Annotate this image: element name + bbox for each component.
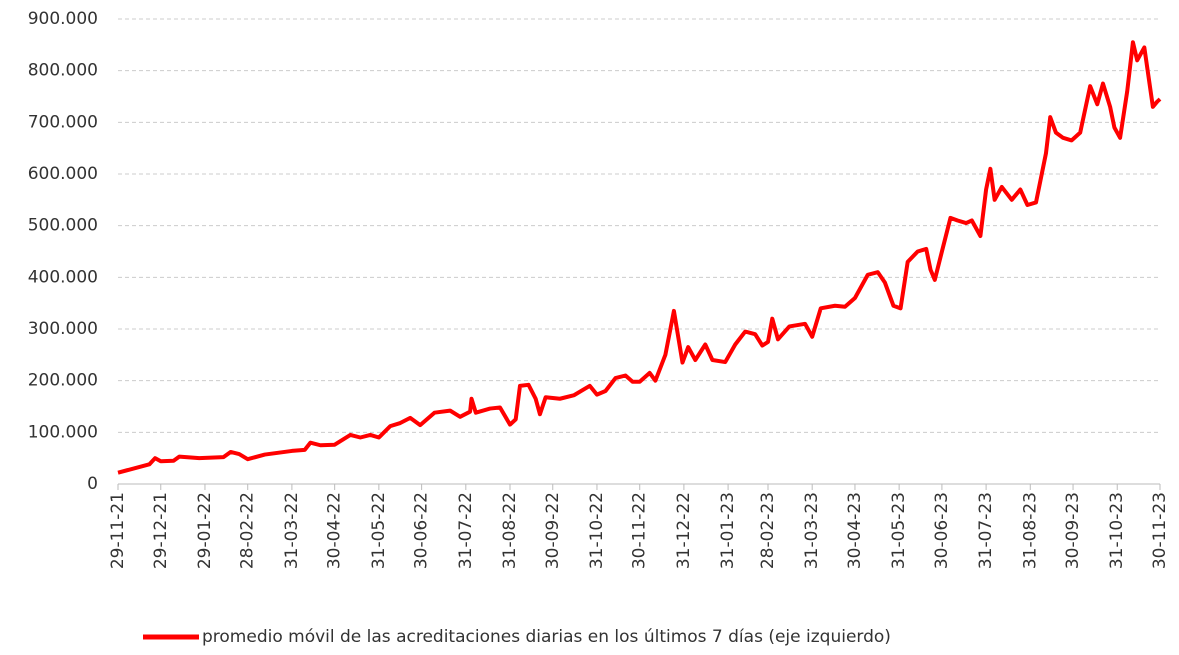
x-tick-label: 30-11-23 bbox=[1150, 492, 1170, 569]
y-tick-label: 500.000 bbox=[28, 216, 98, 236]
x-tick-label: 31-12-22 bbox=[674, 492, 694, 569]
x-tick-label: 30-09-22 bbox=[543, 492, 563, 569]
x-tick-label: 30-09-23 bbox=[1063, 492, 1083, 569]
x-tick-label: 31-07-23 bbox=[976, 492, 996, 569]
x-tick-label: 30-06-23 bbox=[932, 492, 952, 569]
x-tick-label: 30-04-23 bbox=[845, 492, 865, 569]
x-tick-label: 29-01-22 bbox=[195, 492, 215, 569]
x-tick-label: 31-03-22 bbox=[282, 492, 302, 569]
x-tick-label: 31-08-23 bbox=[1020, 492, 1040, 569]
y-tick-label: 900.000 bbox=[28, 9, 98, 29]
x-tick-label: 28-02-22 bbox=[238, 492, 258, 569]
x-tick-label: 30-06-22 bbox=[412, 492, 432, 569]
y-tick-label: 700.000 bbox=[28, 112, 98, 132]
x-tick-label: 31-10-22 bbox=[587, 492, 607, 569]
x-tick-label: 30-11-22 bbox=[630, 492, 650, 569]
x-tick-label: 31-07-22 bbox=[456, 492, 476, 569]
x-tick-label: 29-12-21 bbox=[151, 492, 171, 569]
x-tick-label: 31-08-22 bbox=[500, 492, 520, 569]
x-tick-label: 31-03-23 bbox=[802, 492, 822, 569]
x-tick-label: 28-02-23 bbox=[758, 492, 778, 569]
y-tick-label: 800.000 bbox=[28, 61, 98, 81]
x-tick-label: 31-10-23 bbox=[1107, 492, 1127, 569]
x-tick-label: 31-05-22 bbox=[369, 492, 389, 569]
y-tick-label: 600.000 bbox=[28, 164, 98, 184]
data-line bbox=[117, 40, 1162, 475]
y-tick-label: 300.000 bbox=[28, 319, 98, 339]
x-tick-label: 29-11-21 bbox=[108, 492, 128, 569]
y-tick-label: 400.000 bbox=[28, 267, 98, 287]
x-tick-label: 30-04-22 bbox=[325, 492, 345, 569]
y-tick-label: 100.000 bbox=[28, 422, 98, 442]
x-tick-label: 31-01-23 bbox=[718, 492, 738, 569]
y-tick-label: 200.000 bbox=[28, 371, 98, 391]
legend-label: promedio móvil de las acreditaciones dia… bbox=[202, 627, 891, 647]
y-tick-label: 0 bbox=[87, 474, 98, 494]
x-tick-label: 31-05-23 bbox=[889, 492, 909, 569]
